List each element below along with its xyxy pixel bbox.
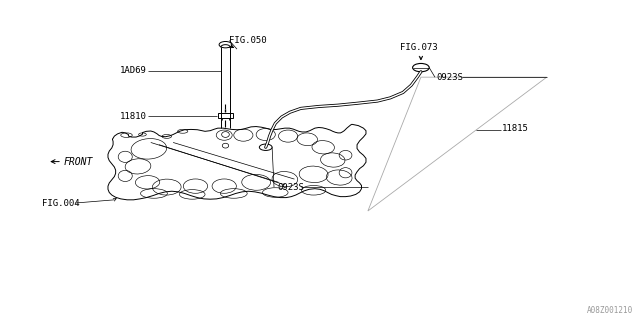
- Text: 11810: 11810: [120, 112, 147, 121]
- Text: 0923S: 0923S: [436, 73, 463, 82]
- Text: 11815: 11815: [502, 124, 529, 132]
- Text: 1AD69: 1AD69: [120, 66, 147, 75]
- Text: FIG.050: FIG.050: [229, 36, 267, 45]
- Text: FIG.004: FIG.004: [42, 198, 80, 207]
- Text: FRONT: FRONT: [63, 156, 93, 167]
- Text: FIG.073: FIG.073: [400, 43, 438, 52]
- Text: 0923S: 0923S: [277, 183, 304, 192]
- Text: A08Z001210: A08Z001210: [587, 306, 633, 315]
